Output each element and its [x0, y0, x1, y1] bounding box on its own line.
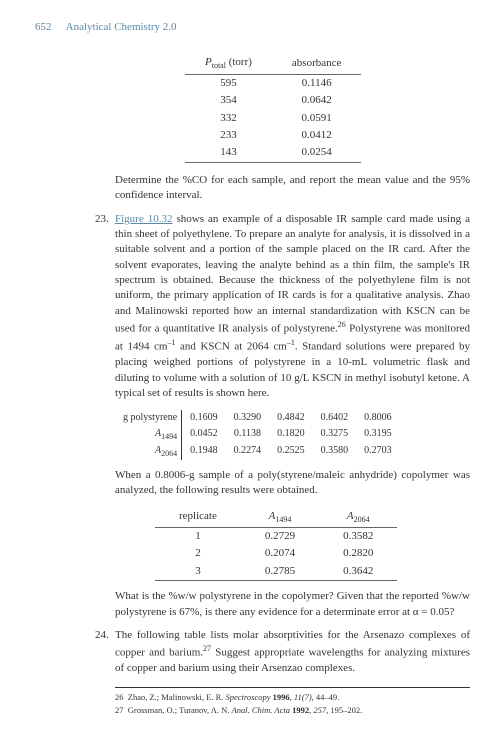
table1-cell: 0.0591	[272, 110, 361, 127]
footnote-ref: 27	[203, 644, 211, 653]
table2-cell: 0.1948	[182, 443, 226, 460]
question-number: 24.	[95, 628, 109, 643]
book-title: Analytical Chemistry 2.0	[66, 21, 177, 33]
table1-cell: 595	[185, 74, 272, 92]
exponent: –1	[287, 338, 295, 347]
page-number: 652	[35, 21, 52, 33]
table-replicate-data: replicate A1494 A2064 10.27290.3582 20.2…	[155, 507, 397, 582]
footnote-26: 26 Zhao, Z.; Malinowski, E. R. Spectrosc…	[115, 692, 470, 703]
table2-label: A1494	[115, 426, 182, 443]
table3-cell: 0.3642	[319, 563, 397, 581]
table1-cell: 233	[185, 127, 272, 144]
main-content: Ptotal (torr) absorbance 5950.1146 3540.…	[115, 53, 470, 716]
table1-cell: 0.1146	[272, 74, 361, 92]
table2-cell: 0.6402	[313, 410, 357, 426]
table2-cell: 0.3275	[313, 426, 357, 443]
table2-cell: 0.2525	[269, 443, 313, 460]
table2-cell: 0.0452	[182, 426, 226, 443]
table2-cell: 0.3290	[226, 410, 270, 426]
table3-cell: 2	[155, 545, 241, 562]
table1-header-abs: absorbance	[272, 53, 361, 74]
footnotes-section: 26 Zhao, Z.; Malinowski, E. R. Spectrosc…	[115, 687, 470, 716]
table2-label: g polystyrene	[115, 410, 182, 426]
table3-cell: 0.2785	[241, 563, 319, 581]
table3-cell: 0.2074	[241, 545, 319, 562]
table2-cell: 0.8006	[356, 410, 400, 426]
question-23: 23. Figure 10.32 shows an example of a d…	[115, 212, 470, 402]
table3-cell: 0.2729	[241, 528, 319, 546]
footnote-ref: 26	[338, 320, 346, 329]
table2-cell: 0.4842	[269, 410, 313, 426]
table3-header: A2064	[319, 507, 397, 528]
question-24: 24. The following table lists molar abso…	[115, 628, 470, 677]
table2-cell: 0.1609	[182, 410, 226, 426]
table3-cell: 0.2820	[319, 545, 397, 562]
q23-text: . Standard solutions were prepared by pl…	[115, 341, 470, 399]
figure-link[interactable]: Figure 10.32	[115, 213, 173, 225]
table3-header: A1494	[241, 507, 319, 528]
table-polystyrene-data: g polystyrene 0.1609 0.3290 0.4842 0.640…	[115, 410, 400, 460]
page-header: 652 Analytical Chemistry 2.0	[35, 20, 470, 35]
table3-cell: 3	[155, 563, 241, 581]
footnote-27: 27 Grossman, O.; Turanov, A. N. Anal. Ch…	[115, 705, 470, 716]
para-determine: Determine the %CO for each sample, and r…	[115, 173, 470, 204]
table1-cell: 143	[185, 144, 272, 162]
table3-header: replicate	[155, 507, 241, 528]
question-number: 23.	[95, 212, 109, 227]
q23-text: and KSCN at 2064 cm	[175, 341, 286, 353]
table2-cell: 0.1820	[269, 426, 313, 443]
table3-cell: 0.3582	[319, 528, 397, 546]
table2-cell: 0.3580	[313, 443, 357, 460]
table2-cell: 0.3195	[356, 426, 400, 443]
q23-text: shows an example of a disposable IR samp…	[115, 213, 470, 335]
table2-cell: 0.2274	[226, 443, 270, 460]
table2-cell: 0.1138	[226, 426, 270, 443]
table3-cell: 1	[155, 528, 241, 546]
table1-header-p: Ptotal (torr)	[185, 53, 272, 74]
para-what: What is the %w/w polystyrene in the copo…	[115, 589, 470, 620]
para-when: When a 0.8006-g sample of a poly(styrene…	[115, 468, 470, 499]
table1-cell: 0.0412	[272, 127, 361, 144]
table-pressure-absorbance: Ptotal (torr) absorbance 5950.1146 3540.…	[185, 53, 361, 162]
table2-label: A2064	[115, 443, 182, 460]
table1-cell: 0.0254	[272, 144, 361, 162]
table2-cell: 0.2703	[356, 443, 400, 460]
table1-cell: 332	[185, 110, 272, 127]
table1-cell: 0.0642	[272, 92, 361, 109]
table1-cell: 354	[185, 92, 272, 109]
